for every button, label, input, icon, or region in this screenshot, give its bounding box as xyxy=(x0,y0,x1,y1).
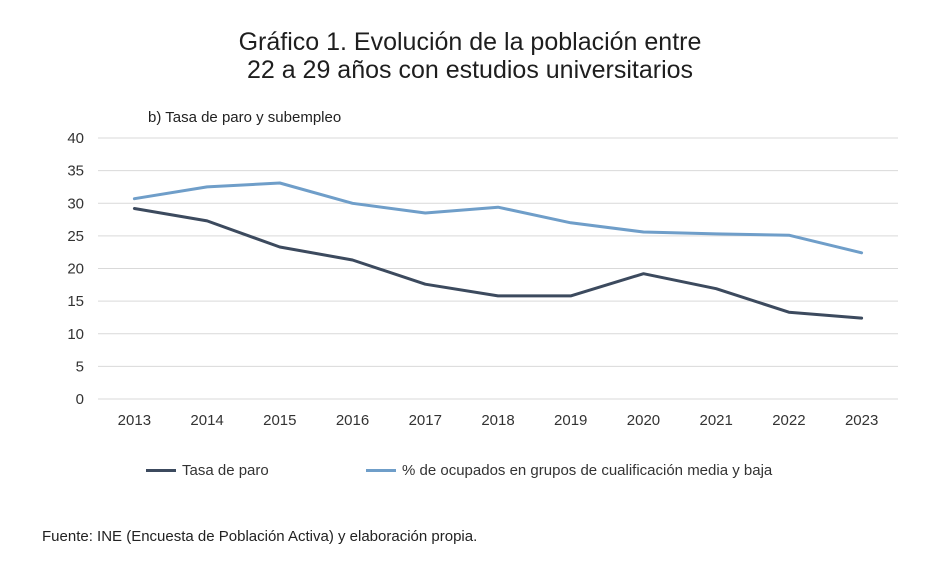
series-line-2 xyxy=(132,181,864,255)
x-tick-label: 2015 xyxy=(263,412,296,429)
x-tick-label: 2014 xyxy=(190,412,223,429)
y-tick-label: 20 xyxy=(67,261,84,278)
y-tick-label: 25 xyxy=(67,228,84,245)
series-lines xyxy=(132,181,864,320)
legend-label-tasa-de-paro: Tasa de paro xyxy=(182,462,269,479)
x-tick-label: 2022 xyxy=(772,412,805,429)
y-tick-label: 40 xyxy=(67,130,84,147)
chart-subtitle: b) Tasa de paro y subempleo xyxy=(148,109,342,126)
x-tick-label: 2016 xyxy=(336,412,369,429)
y-tick-label: 0 xyxy=(76,391,84,408)
x-tick-label: 2017 xyxy=(409,412,442,429)
y-tick-label: 35 xyxy=(67,163,84,180)
chart-title-line-1: Gráfico 1. Evolución de la población ent… xyxy=(238,28,702,56)
x-tick-label: 2018 xyxy=(481,412,514,429)
y-tick-label: 10 xyxy=(67,326,84,343)
y-tick-label: 15 xyxy=(67,293,84,310)
series-line-1 xyxy=(132,207,864,320)
legend-swatch-ocupados xyxy=(366,469,396,472)
y-tick-label: 5 xyxy=(76,358,84,375)
legend-item-ocupados: % de ocupados en grupos de cualificación… xyxy=(366,462,772,479)
legend-item-tasa-de-paro: Tasa de paro xyxy=(146,462,269,479)
x-tick-label: 2023 xyxy=(845,412,878,429)
gridlines xyxy=(98,137,898,400)
x-tick-label: 2019 xyxy=(554,412,587,429)
chart-title: Gráfico 1. Evolución de la población ent… xyxy=(0,28,940,84)
source-note: Fuente: INE (Encuesta de Población Activ… xyxy=(42,528,478,545)
x-tick-label: 2013 xyxy=(118,412,151,429)
x-tick-label: 2020 xyxy=(627,412,660,429)
legend-label-ocupados: % de ocupados en grupos de cualificación… xyxy=(402,462,773,479)
legend-swatch-tasa-de-paro xyxy=(146,469,176,472)
y-axis-tick-labels: 0 5 10 15 20 25 30 35 40 xyxy=(67,130,84,408)
chart-title-line-2: 22 a 29 años con estudios universitarios xyxy=(246,56,694,84)
x-tick-label: 2021 xyxy=(699,412,732,429)
y-tick-label: 30 xyxy=(67,195,84,212)
x-axis-tick-labels: 2013 2014 2015 2016 2017 2018 2019 2020 2021 2022… xyxy=(118,412,879,429)
